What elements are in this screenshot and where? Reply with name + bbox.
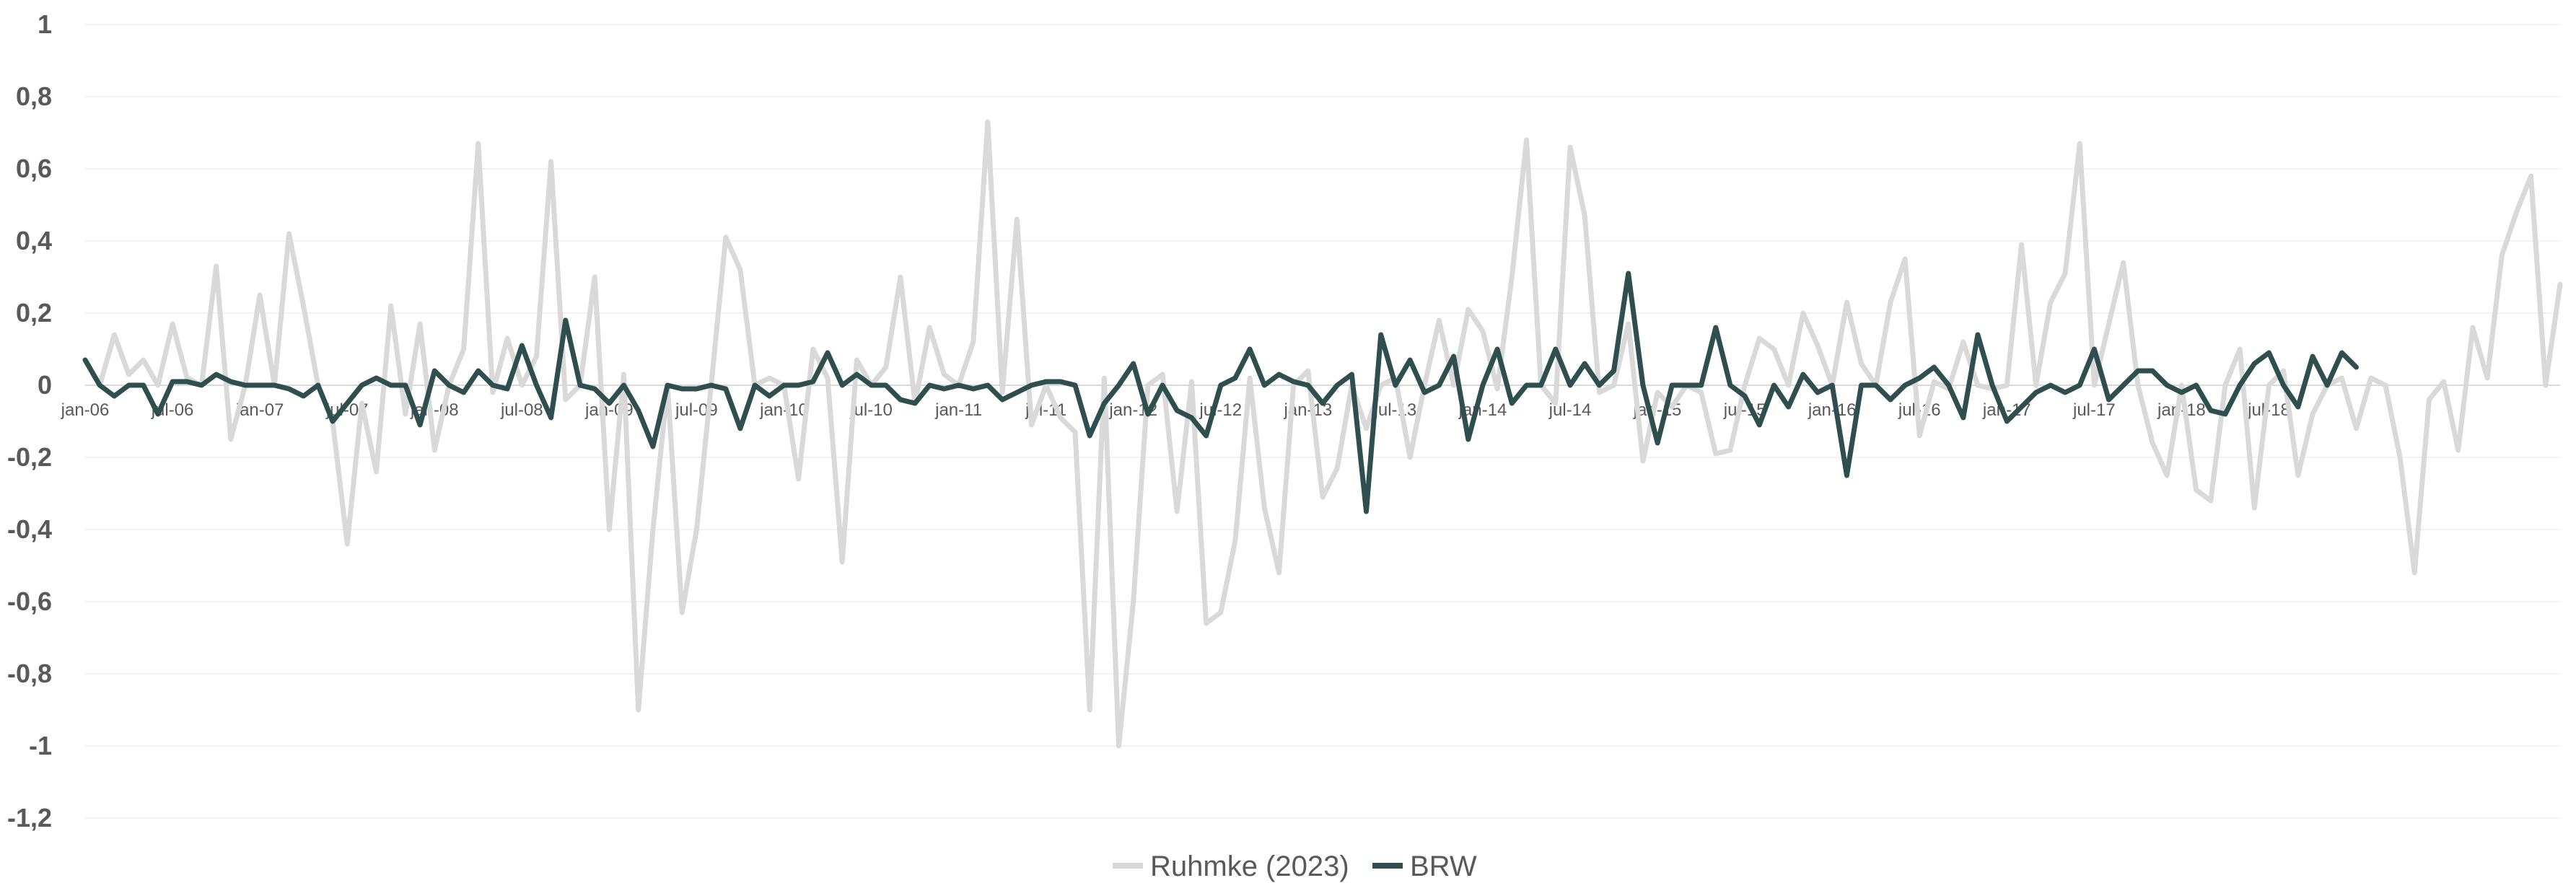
x-tick-label: jul-13 <box>1374 400 1417 420</box>
x-tick-label: jul-17 <box>2072 400 2116 420</box>
y-axis-tick-labels: 1 0,8 0,6 0,4 0,2 0 -0,2 -0,4 -0,6 -0,8 -1 -1,2 <box>7 9 52 833</box>
x-tick-label: jan-11 <box>934 400 982 420</box>
y-tick-label: 0,6 <box>16 154 52 183</box>
x-tick-label: jan-06 <box>61 400 110 420</box>
legend: Ruhmke (2023) BRW <box>1113 851 1477 882</box>
x-tick-label: jan-16 <box>1808 400 1857 420</box>
x-tick-label: jan-18 <box>2157 400 2206 420</box>
y-tick-label: -0,2 <box>7 442 52 472</box>
y-tick-label: 0 <box>38 370 52 400</box>
series-line-brw <box>82 271 2359 514</box>
legend-label: Ruhmke (2023) <box>1150 851 1349 882</box>
x-tick-label: jul-08 <box>500 400 543 420</box>
y-tick-label: -1 <box>29 731 52 760</box>
series-lines <box>82 119 2563 749</box>
y-tick-label: 0,4 <box>16 226 52 255</box>
y-tick-label: -0,8 <box>7 659 52 688</box>
x-tick-label: jul-15 <box>1723 400 1766 420</box>
x-tick-label: jan-10 <box>759 400 808 420</box>
x-tick-label: jul-12 <box>1199 400 1242 420</box>
y-tick-label: -0,4 <box>7 514 52 544</box>
x-tick-label: jan-07 <box>235 400 284 420</box>
series-line-ruhmke-2023 <box>82 119 2563 749</box>
y-tick-label: 0,2 <box>16 298 52 328</box>
legend-label: BRW <box>1410 851 1477 882</box>
y-tick-label: -1,2 <box>7 803 52 833</box>
y-tick-label: -0,6 <box>7 587 52 616</box>
x-axis-tick-labels: jan-06 jul-06 jan-07 jul-07 jan-08 jul-08 jan-… <box>61 400 2290 420</box>
y-tick-label: 1 <box>38 9 52 39</box>
x-tick-label: jul-10 <box>849 400 893 420</box>
y-tick-label: 0,8 <box>16 82 52 111</box>
